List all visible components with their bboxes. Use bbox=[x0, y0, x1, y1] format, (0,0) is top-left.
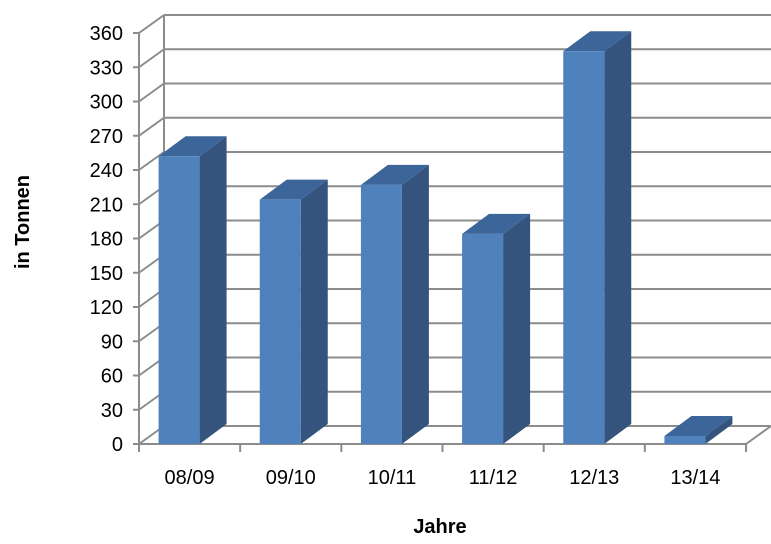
y-tick-label: 0 bbox=[112, 434, 123, 456]
bar bbox=[563, 31, 632, 445]
bar-top bbox=[158, 136, 227, 157]
bar bbox=[360, 164, 429, 444]
y-tick-label: 270 bbox=[90, 126, 123, 148]
y-tick-label: 90 bbox=[101, 331, 123, 353]
gridlines bbox=[138, 14, 771, 445]
gridline-diagonal bbox=[138, 116, 165, 137]
x-tick-labels: 08/09 09/10 10/11 11/12 12/13 13/14 bbox=[165, 467, 721, 489]
bar-side bbox=[503, 213, 531, 444]
y-tick-label: 300 bbox=[90, 92, 123, 114]
gridline-diagonal bbox=[138, 82, 165, 103]
y-tick-label: 180 bbox=[90, 229, 123, 251]
bar-front bbox=[664, 436, 706, 444]
gridline-diagonal bbox=[138, 151, 165, 171]
bar bbox=[259, 179, 328, 444]
floor-edge bbox=[745, 425, 771, 445]
y-tick-label: 150 bbox=[90, 263, 123, 285]
bar bbox=[158, 136, 227, 445]
x-tick-label: 10/11 bbox=[368, 467, 417, 489]
y-tick-label: 330 bbox=[90, 57, 123, 79]
bar-top bbox=[664, 416, 733, 437]
bar-side bbox=[199, 136, 227, 445]
bar-side bbox=[705, 416, 733, 444]
y-axis-title: in Tonnen bbox=[12, 175, 34, 269]
gridline-diagonal bbox=[138, 14, 165, 34]
bar-top bbox=[462, 213, 531, 234]
x-tick-label: 11/12 bbox=[469, 467, 518, 489]
y-tick-labels: 0 30 60 90 120 150 180 210 240 270 300 330 360 bbox=[90, 23, 123, 456]
bar-side bbox=[300, 179, 328, 444]
bar bbox=[664, 416, 733, 444]
bar bbox=[462, 213, 531, 444]
bar-side bbox=[401, 164, 429, 444]
y-tick-label: 210 bbox=[90, 194, 123, 216]
bar-front bbox=[462, 233, 504, 444]
bar-front bbox=[563, 51, 605, 445]
bar-side bbox=[604, 31, 632, 445]
x-tick-label: 09/10 bbox=[266, 467, 316, 489]
bar-top bbox=[563, 31, 632, 52]
y-tick-label: 240 bbox=[90, 160, 123, 182]
x-tick-label: 08/09 bbox=[165, 467, 215, 489]
y-tick-label: 60 bbox=[101, 366, 123, 388]
x-tick-label: 12/13 bbox=[569, 467, 619, 489]
bar-front bbox=[360, 184, 402, 444]
y-tick-label: 360 bbox=[90, 23, 123, 45]
x-tick-label: 13/14 bbox=[670, 467, 720, 489]
y-tick-label: 120 bbox=[90, 297, 123, 319]
gridline-diagonal bbox=[138, 48, 165, 69]
bars bbox=[158, 31, 733, 445]
axes bbox=[133, 32, 771, 452]
bar-front bbox=[158, 156, 200, 445]
bar-top bbox=[259, 179, 328, 200]
bar-top bbox=[360, 164, 429, 185]
x-axis-title: Jahre bbox=[413, 516, 466, 538]
y-tick-label: 30 bbox=[101, 400, 123, 422]
bar-front bbox=[259, 199, 301, 444]
